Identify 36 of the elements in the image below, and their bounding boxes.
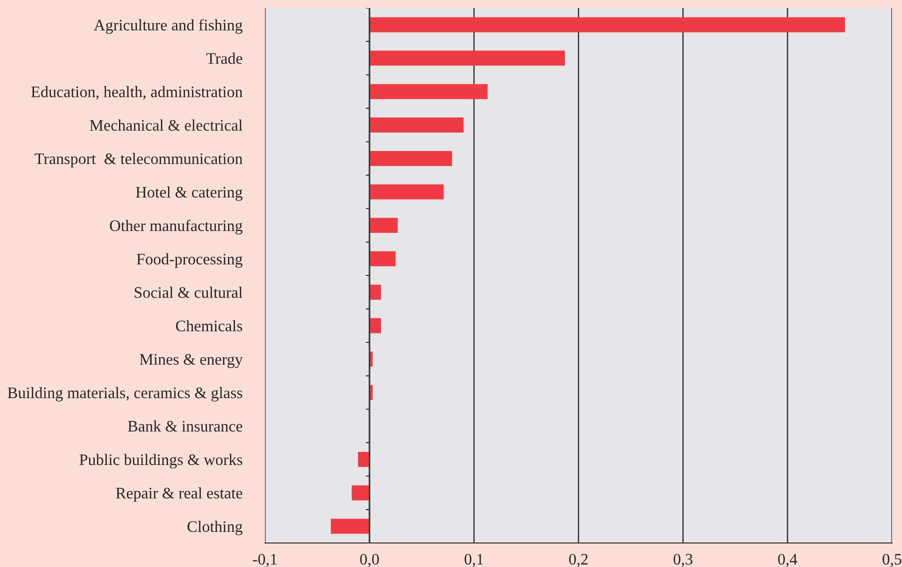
bar xyxy=(370,184,444,200)
bar xyxy=(370,251,396,266)
y-tick-label: Education, health, administration xyxy=(31,86,243,100)
y-tick-label: Mines & energy xyxy=(140,354,243,368)
y-tick-label: Public buildings & works xyxy=(80,454,242,468)
bar xyxy=(370,150,452,166)
y-tick-label: Chemicals xyxy=(176,320,242,332)
bar xyxy=(370,284,381,300)
y-tick-label: Mechanical & electrical xyxy=(90,119,242,131)
x-tick-label: 0,4 xyxy=(778,554,798,567)
y-tick-label: Other manufacturing xyxy=(110,220,242,234)
y-tick-label: Hotel & catering xyxy=(136,186,242,201)
y-tick-label: Transport & telecommunication xyxy=(34,152,243,168)
bar xyxy=(370,118,464,133)
y-tick-label: Bank & insurance xyxy=(128,420,242,432)
bar xyxy=(370,218,398,233)
bar xyxy=(370,50,565,66)
bar xyxy=(330,518,370,534)
bar xyxy=(370,318,381,334)
x-tick-label: 0,0 xyxy=(360,554,379,567)
x-tick-label: 0,2 xyxy=(569,554,588,567)
x-tick-label: -0,1 xyxy=(252,554,277,567)
y-tick-label: Agriculture and fishing xyxy=(94,19,242,34)
bar xyxy=(370,84,488,100)
y-tick-label: Repair & real estate xyxy=(116,487,242,502)
x-tick-label: 0,3 xyxy=(674,554,692,567)
y-tick-label: Clothing xyxy=(188,520,242,536)
y-tick-label: Building materials, ceramics & glass xyxy=(8,386,242,402)
y-tick-label: Trade xyxy=(206,52,242,64)
y-tick-label: Social & cultural xyxy=(134,286,242,298)
x-tick-label: 0,1 xyxy=(464,554,484,567)
x-tick-label: 0,5 xyxy=(882,554,902,567)
y-tick-label: Food-processing xyxy=(136,253,242,268)
bar xyxy=(370,17,845,32)
bar xyxy=(358,452,370,467)
bar xyxy=(352,485,370,500)
